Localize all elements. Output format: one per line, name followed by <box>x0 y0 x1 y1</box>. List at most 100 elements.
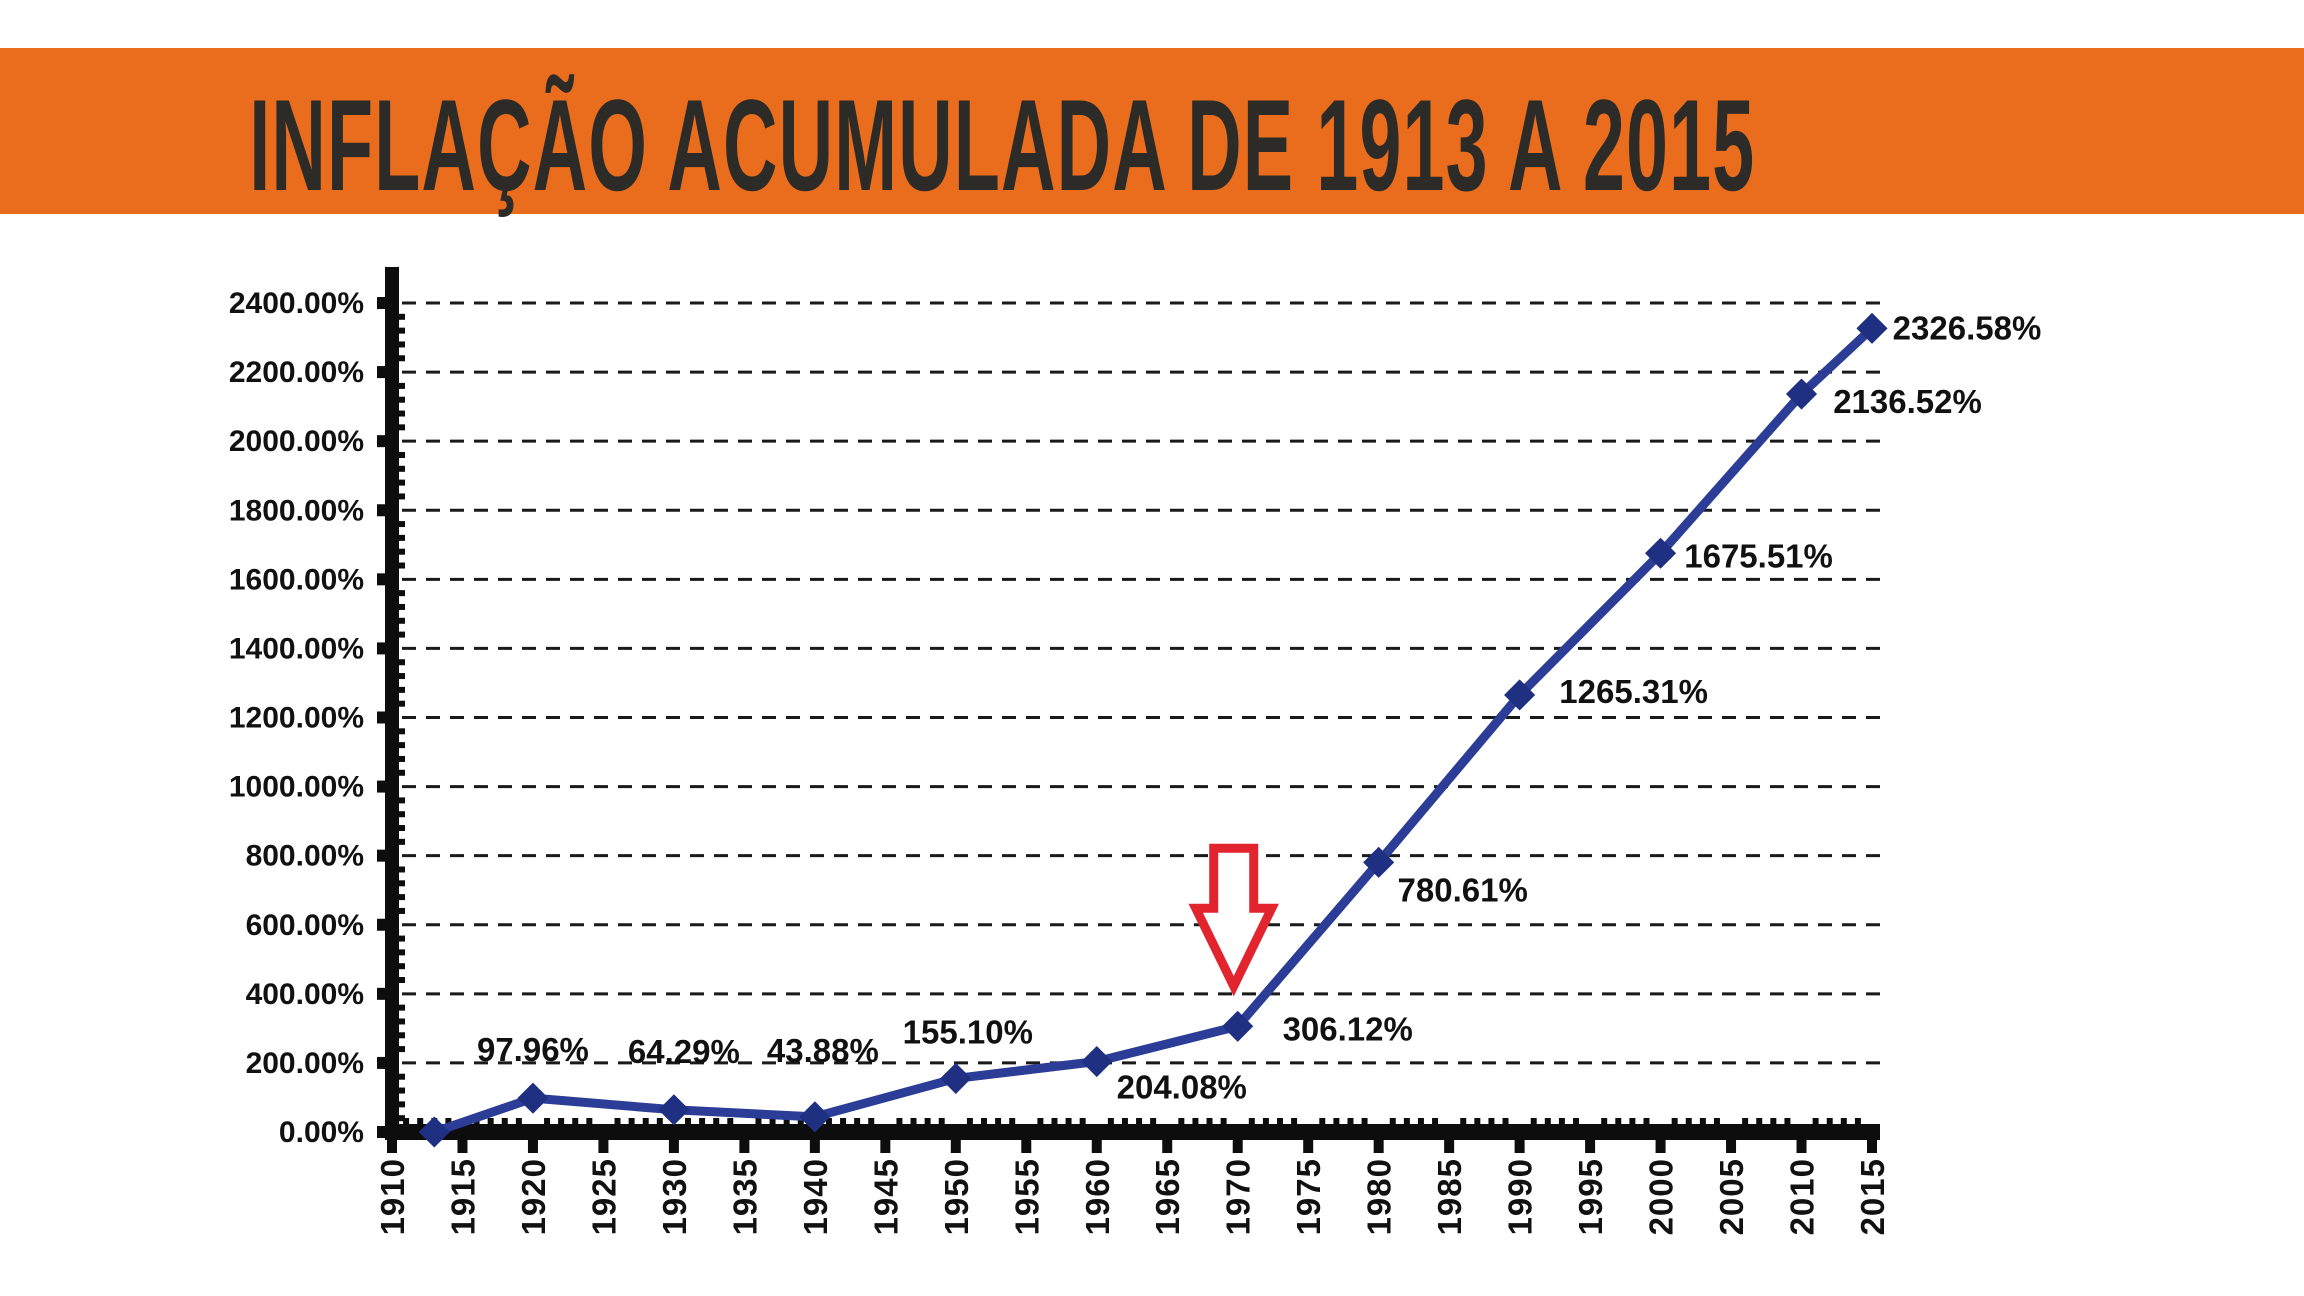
y-major-tick <box>377 1056 387 1069</box>
x-major-tick <box>950 1140 961 1153</box>
y-major-tick <box>377 573 387 586</box>
x-minor-tick <box>966 1118 973 1124</box>
x-major-tick <box>1444 1140 1455 1153</box>
x-major-tick <box>598 1140 609 1153</box>
y-minor-tick <box>399 894 405 901</box>
y-minor-tick <box>399 769 405 776</box>
y-minor-tick <box>399 907 405 914</box>
y-minor-tick <box>399 825 405 832</box>
x-major-tick <box>668 1140 679 1153</box>
x-minor-tick <box>1417 1118 1424 1124</box>
y-minor-tick <box>399 493 405 500</box>
x-tick-label: 1970 <box>1220 1158 1257 1235</box>
x-minor-tick <box>1150 1118 1157 1124</box>
x-tick-label: 1940 <box>797 1158 834 1235</box>
x-minor-tick <box>981 1118 987 1124</box>
x-minor-tick <box>1065 1118 1072 1124</box>
y-minor-tick <box>399 1073 405 1080</box>
x-minor-tick <box>713 1118 720 1124</box>
x-minor-tick <box>1009 1118 1016 1124</box>
x-minor-tick <box>1629 1118 1636 1124</box>
x-minor-tick <box>1220 1118 1227 1124</box>
y-minor-tick <box>399 424 405 431</box>
y-tick-label: 600.00% <box>246 909 364 942</box>
data-point-label: 43.88% <box>767 1032 879 1069</box>
x-major-tick <box>1162 1140 1173 1153</box>
x-minor-tick <box>755 1118 762 1124</box>
x-major-tick <box>1303 1140 1314 1153</box>
x-major-tick <box>1655 1140 1666 1153</box>
y-minor-tick <box>399 866 405 873</box>
y-minor-tick <box>399 396 405 403</box>
y-tick-label: 0.00% <box>279 1116 364 1149</box>
y-minor-tick <box>399 935 405 942</box>
y-major-tick <box>377 366 387 379</box>
y-minor-tick <box>399 410 405 417</box>
x-minor-tick <box>1206 1118 1213 1124</box>
y-minor-tick <box>399 382 405 389</box>
x-tick-label: 1930 <box>656 1158 693 1235</box>
x-minor-tick <box>558 1118 565 1124</box>
y-major-tick <box>377 435 387 448</box>
x-minor-tick <box>403 1118 410 1124</box>
data-point-label: 64.29% <box>628 1033 740 1070</box>
x-minor-tick <box>924 1118 931 1124</box>
y-minor-tick <box>399 617 405 624</box>
x-minor-tick <box>1530 1118 1537 1124</box>
y-minor-tick <box>399 742 405 749</box>
x-axis <box>385 1124 1880 1140</box>
data-point-label: 2136.52% <box>1833 383 1982 420</box>
x-minor-tick <box>1685 1118 1692 1124</box>
y-minor-tick <box>399 1004 405 1011</box>
x-minor-tick <box>656 1118 663 1124</box>
x-major-tick <box>1232 1140 1243 1153</box>
x-minor-tick <box>417 1118 424 1124</box>
y-minor-tick <box>399 880 405 887</box>
x-major-tick <box>1585 1140 1596 1153</box>
y-minor-tick <box>399 548 405 555</box>
y-major-tick <box>377 780 387 793</box>
x-minor-tick <box>572 1118 579 1124</box>
x-major-tick <box>387 1140 397 1153</box>
y-minor-tick <box>399 797 405 804</box>
x-minor-tick <box>938 1118 945 1124</box>
x-minor-tick <box>628 1118 635 1124</box>
y-minor-tick <box>399 631 405 638</box>
x-minor-tick <box>1699 1118 1706 1124</box>
page-title: INFLAÇÃO ACUMULADA DE 1913 A 2015 <box>248 72 1756 218</box>
x-minor-tick <box>1347 1118 1354 1124</box>
x-major-tick <box>1091 1140 1102 1153</box>
x-tick-label: 1925 <box>585 1158 622 1235</box>
y-minor-tick <box>399 977 405 984</box>
x-minor-tick <box>840 1118 847 1124</box>
x-minor-tick <box>1262 1118 1269 1124</box>
y-minor-tick <box>399 811 405 818</box>
y-minor-tick <box>399 728 405 735</box>
x-minor-tick <box>614 1118 621 1124</box>
y-tick-label: 2200.00% <box>229 356 364 389</box>
y-tick-label: 400.00% <box>246 978 364 1011</box>
y-major-tick <box>377 849 387 862</box>
x-major-tick <box>527 1140 538 1153</box>
x-tick-label: 1990 <box>1502 1158 1539 1235</box>
x-minor-tick <box>1601 1118 1608 1124</box>
x-minor-tick <box>1756 1118 1763 1124</box>
y-tick-label: 800.00% <box>246 840 364 873</box>
x-minor-tick <box>769 1118 776 1124</box>
x-minor-tick <box>1192 1118 1199 1124</box>
x-minor-tick <box>1770 1118 1777 1124</box>
data-point-label: 1675.51% <box>1684 537 1833 574</box>
y-minor-tick <box>399 755 405 762</box>
y-minor-tick <box>399 963 405 970</box>
x-tick-label: 1955 <box>1008 1158 1045 1235</box>
x-tick-label: 1975 <box>1290 1158 1327 1235</box>
y-minor-tick <box>399 1115 405 1122</box>
x-minor-tick <box>825 1118 832 1124</box>
y-minor-tick <box>399 534 405 541</box>
x-minor-tick <box>1051 1118 1058 1124</box>
x-minor-tick <box>1671 1118 1678 1124</box>
data-point-label: 2326.58% <box>1893 309 2042 346</box>
x-tick-label: 1950 <box>938 1158 975 1235</box>
x-minor-tick <box>501 1118 508 1124</box>
